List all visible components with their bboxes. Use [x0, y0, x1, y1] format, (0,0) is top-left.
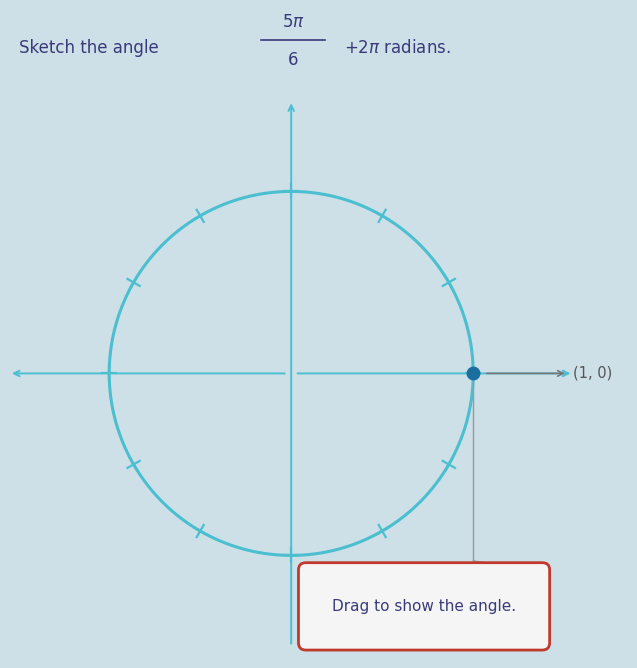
FancyBboxPatch shape — [299, 562, 550, 650]
Text: $5\pi$: $5\pi$ — [282, 13, 304, 31]
Text: (1, 0): (1, 0) — [573, 366, 613, 381]
Text: Drag to show the angle.: Drag to show the angle. — [332, 599, 516, 614]
Text: $6$: $6$ — [287, 51, 299, 69]
Text: Sketch the angle: Sketch the angle — [19, 39, 159, 57]
Text: $+ 2\pi$ radians.: $+ 2\pi$ radians. — [344, 39, 451, 57]
